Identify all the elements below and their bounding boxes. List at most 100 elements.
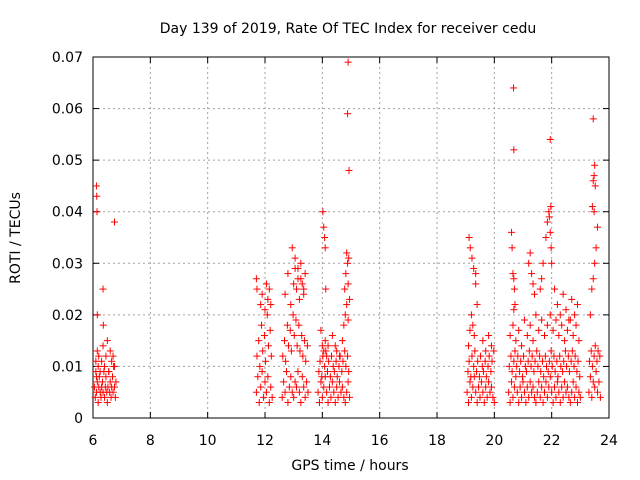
data-point	[292, 316, 300, 324]
data-point	[516, 368, 524, 376]
data-point	[297, 399, 305, 407]
data-point	[252, 388, 260, 396]
x-tick-label: 12	[256, 433, 274, 449]
data-points	[90, 58, 604, 407]
data-point	[528, 352, 536, 360]
data-point	[280, 378, 288, 386]
data-point	[340, 321, 348, 329]
data-point	[102, 373, 110, 381]
data-point	[290, 280, 298, 288]
data-point	[543, 218, 551, 226]
x-tick-label: 18	[428, 433, 446, 449]
data-point	[330, 388, 338, 396]
data-point	[466, 244, 474, 252]
data-point	[513, 362, 521, 370]
data-point	[545, 208, 553, 216]
data-point	[532, 311, 540, 319]
data-point	[338, 383, 346, 391]
data-point	[510, 306, 518, 314]
data-point	[256, 362, 264, 370]
data-point	[526, 249, 534, 257]
data-point	[475, 373, 483, 381]
data-point	[321, 362, 329, 370]
data-point	[572, 383, 580, 391]
data-point	[482, 373, 490, 381]
data-point	[99, 321, 107, 329]
data-point	[568, 295, 576, 303]
y-tick-label: 0.02	[52, 308, 83, 324]
data-point	[509, 270, 517, 278]
data-point	[267, 383, 275, 391]
data-point	[260, 331, 268, 339]
data-point	[512, 337, 520, 345]
data-point	[590, 172, 598, 180]
data-point	[326, 383, 333, 391]
data-point	[513, 388, 521, 396]
data-point	[290, 393, 298, 401]
data-point	[571, 311, 579, 319]
y-tick-label: 0.03	[52, 256, 83, 272]
data-point	[465, 357, 473, 365]
data-point	[335, 362, 343, 370]
data-point	[544, 368, 552, 376]
data-point	[98, 357, 106, 365]
x-axis: 6 8 10 12 14 16 18 20 22 24	[89, 57, 618, 449]
data-point	[566, 399, 574, 407]
data-point	[323, 352, 331, 360]
data-point	[573, 368, 581, 376]
data-point	[295, 295, 303, 303]
data-point	[568, 388, 576, 396]
data-point	[264, 373, 272, 381]
data-point	[94, 399, 102, 407]
data-point	[297, 259, 305, 267]
data-point	[479, 337, 487, 345]
data-point	[518, 342, 526, 350]
data-point	[486, 388, 494, 396]
data-point	[317, 378, 325, 386]
data-point	[562, 306, 570, 314]
data-point	[575, 388, 583, 396]
data-point	[470, 362, 478, 370]
data-point	[592, 368, 600, 376]
data-point	[545, 357, 553, 365]
data-point	[318, 393, 326, 401]
data-point	[588, 393, 596, 401]
data-point	[465, 399, 473, 407]
data-point	[561, 337, 569, 345]
data-point	[590, 208, 598, 216]
data-point	[510, 285, 518, 293]
data-point	[105, 368, 113, 376]
y-axis: 0 0.01 0.02 0.03 0.04 0.05 0.06 0.07	[52, 50, 609, 427]
data-point	[549, 326, 557, 334]
data-point	[517, 357, 525, 365]
data-point	[475, 383, 483, 391]
data-point	[539, 259, 547, 267]
data-point	[255, 399, 263, 407]
data-point	[293, 342, 301, 350]
data-point	[314, 388, 322, 396]
data-point	[551, 368, 559, 376]
data-point	[295, 321, 303, 329]
data-point	[268, 393, 276, 401]
data-point	[324, 342, 332, 350]
data-point	[546, 228, 554, 236]
data-point	[468, 352, 476, 360]
data-point	[93, 311, 101, 319]
data-point	[575, 337, 583, 345]
data-point	[109, 352, 117, 360]
data-point	[548, 388, 556, 396]
x-tick-label: 6	[89, 433, 98, 449]
x-tick-label: 8	[146, 433, 155, 449]
data-point	[253, 352, 261, 360]
data-point	[321, 234, 329, 241]
data-point	[559, 290, 567, 298]
data-point	[482, 347, 490, 355]
data-point	[565, 368, 573, 376]
data-point	[333, 373, 341, 381]
data-point	[336, 352, 344, 360]
data-point	[542, 378, 550, 386]
data-point	[257, 383, 265, 391]
data-point	[283, 368, 290, 376]
data-point	[108, 357, 116, 365]
data-point	[328, 331, 336, 339]
